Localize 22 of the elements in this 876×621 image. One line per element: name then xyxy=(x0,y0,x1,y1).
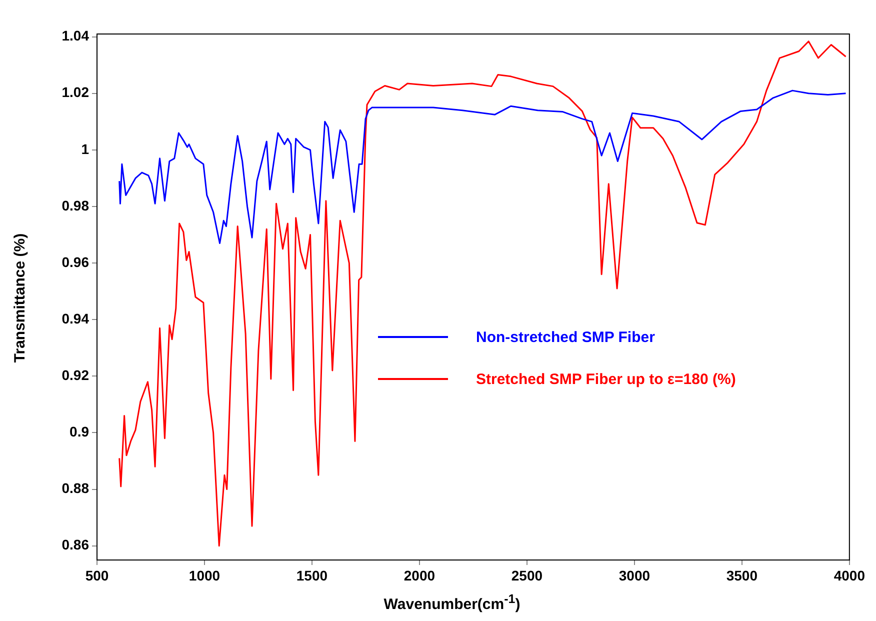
x-tick-label: 4000 xyxy=(834,567,866,584)
x-tick-label: 1500 xyxy=(296,567,328,584)
y-tick-label: 1.02 xyxy=(62,84,90,100)
y-tick-label: 0.92 xyxy=(62,367,90,384)
y-tick-label: 1.04 xyxy=(62,28,90,44)
legend-label: Stretched SMP Fiber up to ε=180 (%) xyxy=(476,370,736,388)
y-tick-label: 1 xyxy=(81,140,90,157)
legend-label: Non-stretched SMP Fiber xyxy=(476,328,655,346)
y-tick-label: 0.86 xyxy=(62,536,90,553)
y-axis-title: Transmittance (%) xyxy=(12,233,28,363)
y-tick-label: 0.88 xyxy=(62,480,90,496)
x-tick-label: 3000 xyxy=(618,567,650,584)
y-tick-label: 0.96 xyxy=(62,254,90,270)
x-tick-label: 2000 xyxy=(404,567,436,584)
y-tick-label: 0.98 xyxy=(62,197,90,214)
y-tick-label: 0.94 xyxy=(62,310,90,326)
x-tick-label: 500 xyxy=(85,567,109,584)
x-tick-label: 3500 xyxy=(726,567,758,584)
y-tick-label: 0.9 xyxy=(70,424,90,440)
x-axis-title: Wavenumber(cm$^{-1}$) xyxy=(382,592,522,613)
x-tick-label: 2500 xyxy=(511,567,543,584)
x-tick-label: 1000 xyxy=(188,567,220,584)
